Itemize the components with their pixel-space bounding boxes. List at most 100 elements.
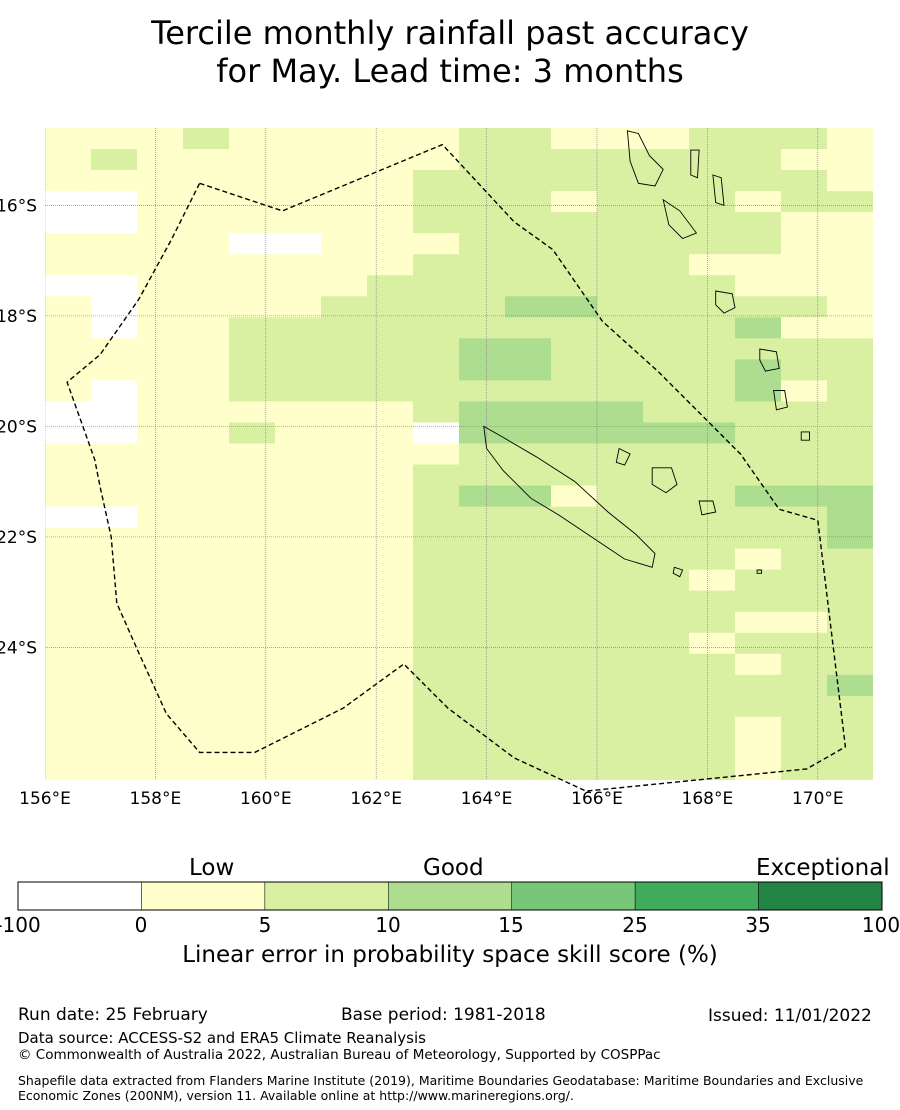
skill-cell: [459, 548, 506, 571]
skill-cell: [137, 212, 184, 234]
skill-cell: [643, 527, 690, 550]
skill-cell: [367, 527, 414, 550]
skill-cell: [91, 758, 138, 780]
skill-cell: [137, 611, 184, 634]
skill-cell: [45, 716, 92, 739]
skill-cell: [781, 359, 828, 381]
skill-cell: [45, 443, 92, 466]
skill-cell: [551, 317, 598, 339]
skill-cell: [505, 674, 552, 697]
colorbar-tick: 35: [745, 913, 771, 937]
skill-cell: [91, 569, 138, 592]
skill-cell: [275, 653, 322, 676]
skill-cell: [505, 401, 552, 424]
skill-cell: [367, 254, 414, 276]
skill-cell: [735, 128, 782, 150]
skill-cell: [137, 359, 184, 381]
skill-cell: [413, 296, 460, 318]
skill-cell: [781, 128, 828, 150]
skill-cell: [505, 464, 552, 487]
skill-cell: [551, 128, 598, 150]
skill-cell: [229, 380, 276, 403]
skill-cell: [827, 716, 873, 739]
skill-cell: [275, 569, 322, 592]
skill-cell: [781, 317, 828, 339]
skill-cell: [551, 233, 598, 255]
skill-cell: [183, 380, 230, 403]
skill-cell: [597, 191, 644, 213]
skill-cell: [321, 275, 368, 297]
skill-cell: [827, 632, 873, 655]
skill-cell: [781, 401, 828, 424]
skill-cell: [321, 527, 368, 550]
skill-cell: [551, 401, 598, 424]
skill-cell: [505, 212, 552, 234]
skill-cell: [505, 317, 552, 339]
skill-cell: [689, 380, 736, 403]
skill-cell: [735, 149, 782, 171]
skill-cell: [413, 632, 460, 655]
skill-cell: [137, 422, 184, 445]
skill-cell: [551, 464, 598, 487]
skill-cell: [229, 128, 276, 150]
skill-cell: [91, 275, 138, 297]
skill-cell: [321, 212, 368, 234]
skill-cell: [229, 548, 276, 571]
skill-cell: [275, 695, 322, 718]
skill-cell: [321, 401, 368, 424]
skill-cell: [459, 149, 506, 171]
skill-cell: [551, 170, 598, 192]
skill-cell: [827, 569, 873, 592]
skill-cell: [91, 170, 138, 192]
skill-cell: [643, 317, 690, 339]
skill-cell: [597, 653, 644, 676]
skill-cell: [781, 212, 828, 234]
skill-cell: [689, 275, 736, 297]
skill-cell: [505, 380, 552, 403]
skill-cell: [229, 737, 276, 760]
skill-cell: [597, 506, 644, 529]
skill-cell: [597, 149, 644, 171]
skill-cell: [137, 548, 184, 571]
longitude-label: 168°E: [682, 789, 734, 809]
skill-cell: [827, 443, 873, 466]
skill-cell: [781, 506, 828, 529]
skill-cell: [459, 275, 506, 297]
skill-cell: [505, 128, 552, 150]
skill-cell: [321, 590, 368, 613]
longitude-label: 166°E: [571, 789, 623, 809]
skill-cell: [643, 695, 690, 718]
colorbar-label-exceptional: Exceptional: [756, 855, 890, 881]
skill-cell: [367, 674, 414, 697]
skill-cell: [551, 590, 598, 613]
skill-cell: [689, 464, 736, 487]
skill-cell: [321, 632, 368, 655]
skill-cell: [643, 611, 690, 634]
skill-cell: [459, 527, 506, 550]
colorbar-tick: 15: [498, 913, 524, 937]
skill-cell: [781, 422, 828, 445]
skill-cell: [827, 548, 873, 571]
skill-cell: [367, 422, 414, 445]
skill-cell: [781, 464, 828, 487]
skill-cell: [137, 275, 184, 297]
skill-cell: [413, 716, 460, 739]
skill-cell: [781, 695, 828, 718]
latitude-label: 16°S: [0, 196, 37, 216]
skill-cell: [183, 548, 230, 571]
skill-cell: [551, 506, 598, 529]
skill-cell: [321, 716, 368, 739]
skill-cell: [137, 674, 184, 697]
data-source: Data source: ACCESS-S2 and ERA5 Climate …: [18, 1029, 426, 1047]
skill-cell: [367, 128, 414, 150]
skill-cell: [321, 338, 368, 360]
skill-cell: [551, 275, 598, 297]
skill-cell: [827, 527, 873, 550]
colorbar-bin: [511, 881, 636, 911]
skill-cell: [321, 128, 368, 150]
skill-cell: [413, 191, 460, 213]
skill-cell: [413, 653, 460, 676]
skill-cell: [643, 338, 690, 360]
skill-cell: [597, 170, 644, 192]
skill-cell: [91, 443, 138, 466]
